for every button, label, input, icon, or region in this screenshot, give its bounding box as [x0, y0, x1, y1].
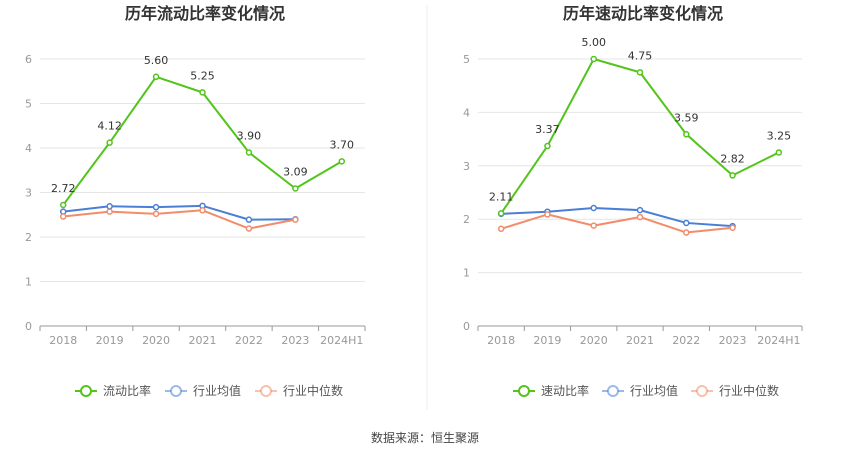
data-point — [199, 89, 206, 96]
data-label: 2.11 — [489, 190, 514, 203]
y-tick-label: 1 — [25, 276, 32, 289]
data-point — [245, 216, 253, 223]
data-point — [106, 203, 113, 210]
data-label: 3.90 — [237, 129, 262, 142]
data-label: 2.72 — [51, 182, 76, 195]
data-point — [497, 210, 505, 217]
y-tick-label: 4 — [463, 106, 470, 119]
series-line — [63, 209, 296, 230]
x-tick-label: 2021 — [626, 334, 654, 347]
data-point — [590, 204, 597, 212]
data-point — [152, 73, 160, 81]
series-line — [500, 213, 733, 234]
legend-label: 流动比率 — [103, 383, 151, 398]
x-tick-label: 2024H1 — [320, 334, 363, 347]
series-line — [501, 206, 733, 228]
x-tick-label: 2019 — [96, 334, 124, 347]
y-tick-label: 0 — [463, 320, 470, 333]
legend-swatch-marker — [607, 385, 619, 397]
data-point — [292, 216, 299, 223]
x-tick-label: 2022 — [672, 334, 700, 347]
legend-swatch-marker — [170, 385, 182, 397]
data-point — [106, 139, 113, 146]
chart-title: 历年流动比率变化情况 — [125, 4, 285, 23]
y-tick-label: 2 — [463, 213, 470, 226]
x-tick-label: 2020 — [580, 334, 608, 347]
legend-label: 行业均值 — [630, 383, 678, 398]
x-tick-label: 2023 — [281, 334, 309, 347]
data-point — [338, 158, 346, 165]
data-label: 3.59 — [674, 111, 699, 124]
x-tick-label: 2019 — [533, 334, 561, 347]
data-label: 4.75 — [628, 49, 653, 62]
y-tick-label: 5 — [25, 98, 32, 111]
data-point — [199, 207, 206, 214]
y-tick-label: 1 — [463, 267, 470, 280]
legend-label: 行业中位数 — [719, 383, 779, 398]
data-label: 5.60 — [144, 54, 169, 67]
y-tick-label: 2 — [25, 231, 32, 244]
x-tick-label: 2020 — [142, 334, 170, 347]
current-ratio-chart: 历年流动比率变化情况 0 1 2 3 4 5 6 2018 2019 2020 2021 2022 202… — [25, 4, 366, 398]
y-tick-label: 0 — [25, 320, 32, 333]
data-point — [775, 149, 783, 156]
x-tick-label: 2021 — [189, 334, 217, 347]
series-line — [62, 75, 343, 206]
legend-label: 行业均值 — [193, 383, 241, 398]
y-tick-label: 3 — [463, 160, 470, 173]
data-label: 3.25 — [767, 129, 792, 142]
data-point — [729, 172, 736, 179]
y-tick-label: 6 — [25, 53, 32, 66]
data-point — [636, 69, 644, 76]
data-point — [245, 149, 253, 156]
data-point — [106, 208, 113, 215]
data-point — [590, 55, 597, 63]
data-point — [245, 225, 253, 232]
legend-swatch-marker — [260, 385, 272, 397]
series-line — [63, 204, 296, 221]
legend-swatch-marker — [80, 385, 92, 397]
legend-swatch-marker — [518, 385, 530, 397]
data-point — [729, 224, 736, 231]
legend-swatch-marker — [696, 385, 708, 397]
x-tick-label: 2022 — [235, 334, 263, 347]
legend-label: 行业中位数 — [283, 383, 343, 398]
data-point — [544, 142, 551, 150]
data-point — [544, 211, 551, 218]
data-point — [59, 201, 67, 209]
data-label: 3.09 — [283, 165, 308, 178]
data-label: 4.12 — [97, 120, 122, 133]
data-point — [292, 185, 299, 192]
data-point — [59, 213, 67, 220]
chart-title: 历年速动比率变化情况 — [563, 4, 723, 23]
y-tick-label: 3 — [25, 187, 32, 200]
data-point — [636, 206, 644, 214]
data-label: 3.37 — [535, 123, 560, 136]
y-tick-label: 5 — [463, 53, 470, 66]
data-label: 3.70 — [330, 138, 355, 151]
data-point — [152, 203, 160, 211]
data-label: 5.00 — [581, 36, 606, 49]
x-tick-label: 2023 — [719, 334, 747, 347]
data-point — [683, 131, 690, 138]
data-label: 5.25 — [190, 69, 215, 82]
data-point — [636, 213, 644, 221]
data-point — [590, 222, 597, 229]
data-point — [683, 219, 690, 227]
data-point — [152, 210, 160, 218]
data-point — [683, 229, 690, 236]
x-tick-label: 2018 — [487, 334, 515, 347]
series-line — [500, 58, 780, 214]
legend-label: 速动比率 — [541, 383, 589, 398]
x-tick-label: 2024H1 — [757, 334, 800, 347]
quick-ratio-chart: 历年速动比率变化情况 0 1 2 3 4 5 2018 2019 2020 2021 2022 2023… — [463, 4, 803, 398]
x-tick-label: 2018 — [49, 334, 77, 347]
data-point — [497, 225, 505, 233]
data-source-note: 数据来源：恒生聚源 — [371, 430, 479, 445]
y-tick-label: 4 — [25, 142, 32, 155]
data-label: 2.82 — [720, 152, 745, 165]
